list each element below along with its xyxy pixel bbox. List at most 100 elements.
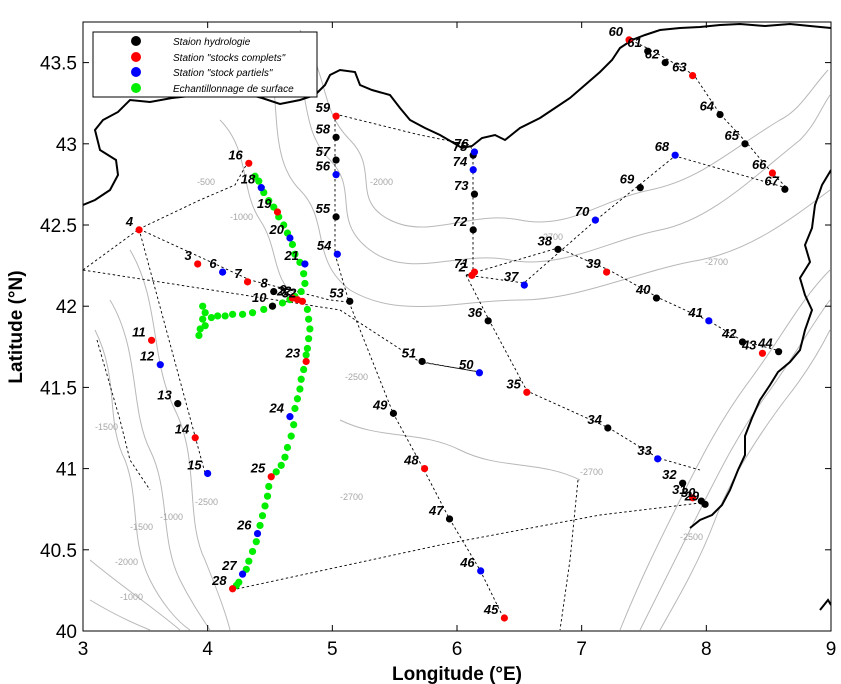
x-tick-label: 4 [202,639,213,660]
station-marker [301,260,309,268]
station-label: 52 [282,285,297,300]
station-marker [689,494,697,502]
station-label: 15 [187,457,202,472]
surface-sample-point [201,309,209,317]
surface-sample-point [297,287,305,296]
station-label: 36 [468,305,483,320]
y-tick-label: 42 [56,297,77,318]
station-label: 22 [276,284,292,299]
station-marker [469,166,477,174]
station-marker [781,185,789,193]
station-label: 43 [741,337,757,352]
station-label: 66 [752,157,767,172]
station-marker [333,250,341,258]
station-marker [523,388,531,396]
station-label: 31 [672,482,686,497]
contour-label: -2700 [580,467,603,477]
y-tick-label: 40.5 [40,541,77,562]
surface-sample-point [229,310,237,318]
surface-sample-point [261,502,269,510]
station-marker [420,465,429,473]
station-label: 14 [175,422,190,437]
surface-sample-point [265,482,273,491]
station-label: 74 [453,154,468,169]
surface-sample-point [302,351,310,359]
surface-sample-point [293,395,302,403]
station-marker [652,294,661,302]
station-label: 37 [504,269,519,284]
station-marker [238,570,247,578]
surface-sample-point [199,302,207,310]
y-tick-label: 41.5 [40,378,77,399]
surface-sample-point [252,538,260,546]
station-marker [741,140,749,148]
y-tick-label: 43.5 [40,54,77,75]
surface-sample-point [300,365,308,374]
legend-label-partial-stocks: Station "stock partiels" [173,68,273,79]
station-marker [332,156,340,164]
station-label: 62 [645,47,660,62]
station-marker [174,400,182,408]
station-marker [245,159,253,167]
station-label: 29 [684,488,700,503]
station-label: 65 [725,128,740,143]
station-marker [332,171,340,179]
station-label: 64 [700,99,715,114]
station-label: 32 [662,467,677,482]
surface-sample-point [291,250,299,258]
surface-sample-point [283,443,292,452]
station-marker [302,357,310,366]
station-label: 33 [637,443,652,458]
station-label: 59 [316,100,331,115]
station-marker [671,151,679,159]
surface-sample-point [297,375,305,383]
station-marker [389,409,398,417]
station-label: 55 [316,201,331,216]
station-label: 67 [764,173,779,188]
station-label: 71 [454,256,468,271]
station-label: 10 [252,290,267,305]
station-marker [332,133,340,141]
station-label: 44 [757,336,773,351]
legend-marker-surface-sampling [131,83,141,93]
station-label: 46 [459,555,475,570]
x-tick-label: 5 [327,639,338,660]
station-label: 4 [125,214,134,229]
station-label: 20 [268,222,284,237]
legend-box [92,31,318,98]
surface-sample-point [290,421,298,429]
x-axis-title: Longitude (°E) [392,664,522,684]
legend-label-hydrology: Staion hydrologie [173,37,251,48]
station-marker [219,268,227,276]
contour-label: -1500 [95,422,118,432]
contour-label: -2500 [680,532,703,542]
legend-marker-partial-stocks [131,67,141,77]
y-tick-label: 41 [56,460,77,481]
surface-sample-point [263,492,272,500]
surface-sample-point [272,468,280,476]
surface-sample-point [242,565,250,573]
surface-sample-point [195,331,203,340]
surface-sampling-points [195,172,314,590]
station-label: 69 [620,172,635,187]
x-tick-label: 7 [576,639,587,660]
station-label: 2 [458,259,467,274]
surface-sample-point [300,270,308,278]
surface-sample-point [277,461,285,469]
station-label: 45 [483,602,499,617]
station-marker [332,213,340,221]
station-label: 48 [403,453,419,468]
station-marker [286,234,294,242]
surface-sample-point [251,172,259,180]
station-label: 70 [575,204,590,219]
station-marker [243,278,252,286]
station-label: 40 [635,282,651,297]
surface-sample-point [280,221,288,229]
surface-sample-point [258,512,267,520]
station-marker [625,36,633,44]
station-marker [554,245,562,253]
station-markers [135,36,789,622]
station-label: 18 [241,172,256,187]
station-label: 61 [627,35,641,50]
station-label: 19 [257,196,272,211]
